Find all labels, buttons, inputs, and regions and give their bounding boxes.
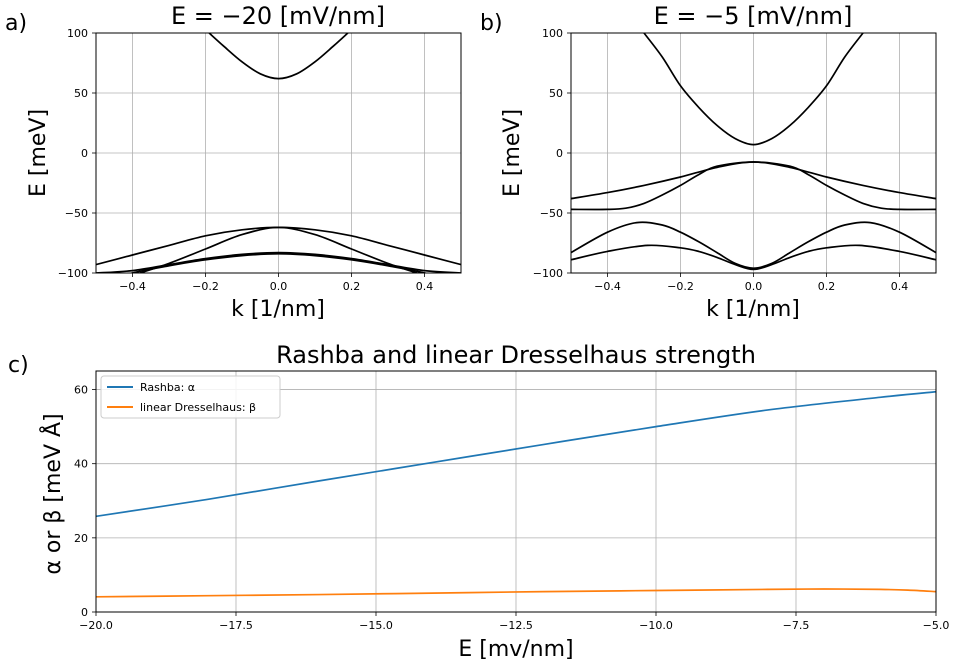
panel-b-xtick: −0.4 — [594, 280, 621, 293]
panel-a: a) E = −20 [mV/nm] −0.4 −0.2 0.0 0.2 0.4… — [5, 2, 462, 322]
panel-c-ylabel: α or β [meV Å] — [39, 413, 66, 574]
panel-b-ytick: 50 — [549, 87, 563, 100]
panel-b-xtick: 0.2 — [818, 280, 836, 293]
panel-c-ytick: 20 — [74, 532, 88, 545]
panel-c-xtick: −20.0 — [79, 619, 113, 632]
panel-b-label: b) — [480, 11, 503, 36]
panel-a-ytick: 0 — [81, 147, 88, 160]
panel-b-series-line — [571, 221, 936, 270]
panel-b-ytick: −50 — [540, 207, 563, 220]
panel-c-xlabel: E [mv/nm] — [458, 637, 573, 662]
panel-b-xticks: −0.4 −0.2 0.0 0.2 0.4 — [594, 280, 908, 293]
panel-c-xtick: −12.5 — [499, 619, 533, 632]
panel-a-series-line — [208, 33, 349, 80]
panel-c-xtick: −10.0 — [639, 619, 673, 632]
panel-a-ytick: −50 — [65, 207, 88, 220]
panel-b-xtick: 0.0 — [745, 280, 763, 293]
panel-b-frame — [570, 32, 937, 274]
panel-b-ytick: 0 — [556, 147, 563, 160]
panel-c-ytick: 60 — [74, 384, 88, 397]
panel-c-series-line — [96, 588, 936, 598]
legend-box — [100, 375, 281, 419]
panel-a-yticks: −100 −50 0 50 100 — [58, 27, 88, 280]
panel-c-xtick: −5.0 — [923, 619, 950, 632]
panel-a-xtick: 0.4 — [416, 280, 434, 293]
panel-c-yticks: 0 20 40 60 — [74, 384, 88, 619]
panel-a-ytick: 50 — [74, 87, 88, 100]
panel-a-xticks: −0.4 −0.2 0.0 0.2 0.4 — [119, 280, 433, 293]
legend-label-rashba: Rashba: α — [140, 381, 195, 394]
panel-c-ytick: 40 — [74, 458, 88, 471]
panel-b-series-line — [571, 244, 936, 271]
panel-a-series-line — [139, 226, 418, 273]
panel-a-grid — [92, 32, 461, 277]
panel-a-xtick: 0.0 — [270, 280, 288, 293]
panel-a-ylabel: E [meV] — [26, 109, 51, 197]
panel-c-lines — [96, 390, 936, 598]
panel-b-grid — [567, 32, 936, 277]
panel-a-lines — [96, 33, 461, 273]
panel-c-xticks: −20.0 −17.5 −15.0 −12.5 −10.0 −7.5 −5.0 — [79, 619, 949, 632]
legend-label-dresselhaus: linear Dresselhaus: β — [140, 401, 256, 414]
panel-c-series-line — [96, 390, 936, 518]
panel-b-series-line — [643, 33, 864, 146]
panel-c: c) Rashba and linear Dresselhaus strengt… — [8, 341, 949, 662]
panel-a-xtick: −0.4 — [119, 280, 146, 293]
panel-b-ylabel: E [meV] — [500, 109, 525, 197]
panel-c-xtick: −15.0 — [359, 619, 393, 632]
panel-a-xtick: 0.2 — [343, 280, 361, 293]
panel-b-series-line — [571, 161, 936, 211]
panel-a-xlabel: k [1/nm] — [231, 297, 325, 322]
panel-c-xtick: −17.5 — [219, 619, 253, 632]
panel-a-series-line — [129, 252, 428, 273]
panel-a-ytick: −100 — [58, 267, 88, 280]
panel-b-ytick: 100 — [542, 27, 563, 40]
panel-a-xtick: −0.2 — [192, 280, 219, 293]
panel-b-xtick: 0.4 — [891, 280, 909, 293]
panel-c-xtick: −7.5 — [783, 619, 810, 632]
panel-a-ytick: 100 — [67, 27, 88, 40]
panel-c-ytick: 0 — [81, 606, 88, 619]
panel-b-lines — [571, 33, 936, 271]
panel-c-legend: Rashba: α linear Dresselhaus: β — [100, 375, 281, 419]
panel-c-frame — [95, 370, 937, 613]
panel-a-title: E = −20 [mV/nm] — [171, 2, 385, 30]
panel-b-yticks: −100 −50 0 50 100 — [533, 27, 563, 280]
panel-b-ytick: −100 — [533, 267, 563, 280]
panel-b-xtick: −0.2 — [667, 280, 694, 293]
panel-b: b) E = −5 [mV/nm] −0.4 −0.2 0.0 0.2 0.4 … — [480, 2, 937, 322]
panel-a-frame — [95, 32, 462, 274]
panel-a-label: a) — [5, 11, 27, 36]
panel-b-title: E = −5 [mV/nm] — [654, 2, 853, 30]
panel-c-title: Rashba and linear Dresselhaus strength — [276, 341, 756, 369]
panel-c-label: c) — [8, 353, 29, 378]
panel-b-xlabel: k [1/nm] — [706, 297, 800, 322]
